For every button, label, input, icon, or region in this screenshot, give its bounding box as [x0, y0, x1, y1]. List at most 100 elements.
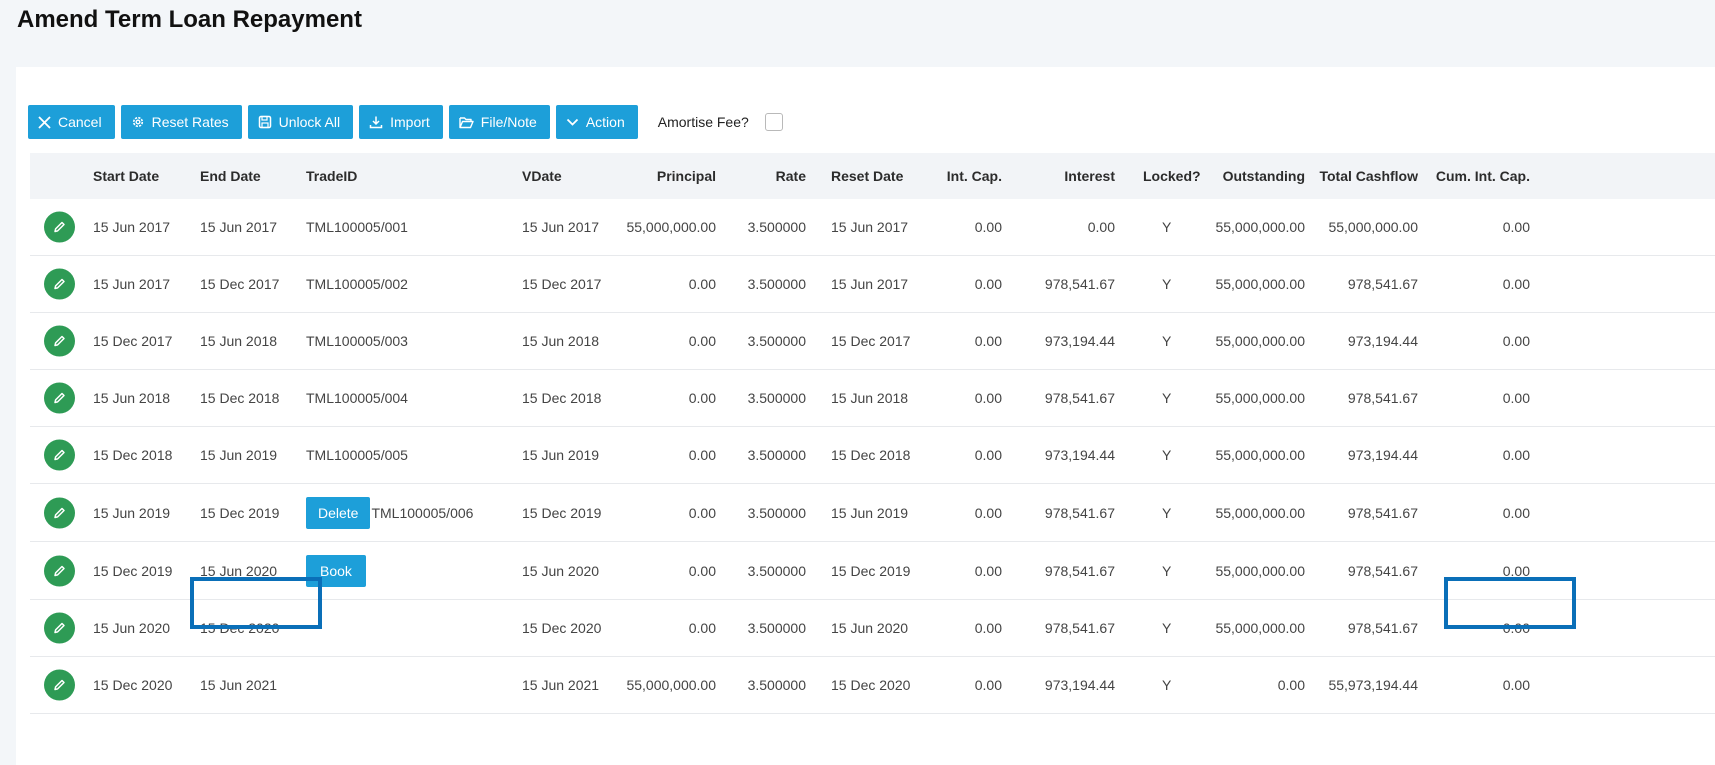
cell-reset-date: 15 Dec 2019 — [831, 562, 911, 579]
edit-row-button[interactable] — [44, 497, 75, 528]
cell-interest: 978,541.67 — [1044, 562, 1115, 579]
cell-int-cap: 0.00 — [974, 390, 1002, 406]
cell-vdate: 15 Jun 2020 — [522, 562, 600, 579]
column-header-principal[interactable]: Principal — [656, 168, 716, 184]
cancel-button[interactable]: Cancel — [28, 105, 115, 139]
cell-principal: 0.00 — [688, 333, 716, 349]
edit-row-button[interactable] — [44, 325, 75, 357]
amortise-fee-label: Amortise Fee? — [657, 114, 749, 130]
cell-total-cashflow: 978,541.67 — [1347, 562, 1418, 579]
cell-int-cap: 0.00 — [974, 333, 1002, 349]
cell-rate: 3.500000 — [747, 390, 806, 406]
cell-end-date: 15 Dec 2019 — [200, 504, 280, 521]
action-dropdown-button[interactable]: Action — [555, 105, 638, 139]
edit-row-button[interactable] — [44, 439, 75, 471]
cell-trade-id: TML100005/006 — [371, 504, 474, 521]
cell-total-cashflow: 973,194.44 — [1347, 447, 1418, 463]
table-row: 15 Jun 2020 15 Dec 2020 15 Dec 2020 0.00 3.5… — [30, 600, 1715, 657]
cell-start-date: 15 Jun 2017 — [93, 276, 171, 292]
cell-outstanding: 55,000,000.00 — [1215, 447, 1305, 463]
table-row: 15 Jun 2019 15 Dec 2019 15 Dec 2019 0.00 3.5… — [30, 484, 1715, 542]
edit-row-button[interactable] — [44, 669, 75, 701]
cell-locked: Y — [1162, 447, 1172, 463]
edit-row-button[interactable] — [44, 382, 75, 414]
cell-outstanding: 0.00 — [1277, 677, 1305, 693]
cancel-label: Cancel — [58, 114, 102, 130]
cell-locked: Y — [1162, 562, 1172, 579]
cell-interest: 0.00 — [1087, 219, 1115, 235]
cell-reset-date: 15 Jun 2018 — [831, 390, 909, 406]
edit-row-button[interactable] — [44, 612, 75, 644]
table-body: 15 Jun 2017 15 Jun 2017 15 Jun 2017 55,000,… — [30, 199, 1715, 714]
cell-rate: 3.500000 — [747, 333, 806, 349]
cell-vdate: 15 Dec 2018 — [522, 390, 602, 406]
cell-start-date: 15 Dec 2019 — [93, 562, 173, 579]
book-button[interactable]: Book — [306, 554, 366, 587]
cell-int-cap: 0.00 — [974, 219, 1002, 235]
amortise-fee-checkbox[interactable] — [764, 113, 783, 131]
cell-rate: 3.500000 — [747, 562, 806, 579]
cell-total-cashflow: 978,541.67 — [1347, 620, 1418, 636]
unlock-all-button[interactable]: Unlock All — [247, 105, 354, 139]
cell-vdate: 15 Dec 2017 — [522, 276, 602, 292]
edit-row-button[interactable] — [44, 211, 75, 243]
cell-cum-int-cap: 0.00 — [1502, 447, 1530, 463]
unlock-all-label: Unlock All — [278, 114, 341, 130]
pencil-icon — [54, 335, 65, 347]
edit-row-button[interactable] — [44, 555, 75, 586]
cell-locked: Y — [1162, 390, 1172, 406]
cell-principal: 55,000,000.00 — [626, 219, 716, 235]
cell-trade-id: TML100005/003 — [306, 333, 408, 349]
cell-rate: 3.500000 — [747, 276, 806, 292]
edit-row-button[interactable] — [44, 268, 75, 300]
cell-end-date: 15 Jun 2017 — [200, 219, 278, 235]
folder-open-icon — [459, 116, 474, 128]
cell-start-date: 15 Jun 2020 — [93, 620, 171, 636]
cell-locked: Y — [1162, 677, 1172, 693]
cell-principal: 0.00 — [688, 504, 716, 521]
column-header-cum-int-cap[interactable]: Cum. Int. Cap. — [1435, 168, 1530, 184]
reset-rates-button[interactable]: Reset Rates — [120, 105, 242, 139]
reset-rates-label: Reset Rates — [151, 114, 229, 130]
cell-vdate: 15 Dec 2019 — [522, 504, 602, 521]
cell-reset-date: 15 Dec 2018 — [831, 447, 911, 463]
gear-icon — [132, 116, 143, 128]
cell-interest: 978,541.67 — [1044, 504, 1115, 521]
column-header-int-cap[interactable]: Int. Cap. — [946, 168, 1002, 184]
cell-int-cap: 0.00 — [974, 447, 1002, 463]
chevron-down-icon — [566, 118, 578, 126]
file-note-button[interactable]: File/Note — [448, 105, 550, 139]
column-header-reset-date[interactable]: Reset Date — [831, 168, 904, 184]
cell-cum-int-cap: 0.00 — [1502, 677, 1530, 693]
cell-cum-int-cap: 0.00 — [1502, 562, 1530, 579]
cell-end-date: 15 Jun 2020 — [200, 562, 278, 579]
cell-rate: 3.500000 — [747, 219, 806, 235]
repayment-card: Cancel Reset Rates Unlock All Import Fil… — [16, 67, 1715, 765]
column-header-trade-id[interactable]: TradeID — [306, 168, 358, 184]
column-header-interest[interactable]: Interest — [1064, 168, 1115, 184]
column-header-rate[interactable]: Rate — [775, 168, 806, 184]
column-header-end-date[interactable]: End Date — [200, 168, 261, 184]
pencil-icon — [54, 449, 65, 461]
cell-vdate: 15 Jun 2021 — [522, 677, 600, 693]
column-header-vdate[interactable]: VDate — [522, 168, 562, 184]
table-row: 15 Dec 2018 15 Jun 2019 15 Jun 2019 0.00 3.5… — [30, 427, 1715, 484]
cell-int-cap: 0.00 — [974, 562, 1002, 579]
cell-total-cashflow: 55,000,000.00 — [1328, 219, 1418, 235]
column-header-total-cashflow[interactable]: Total Cashflow — [1319, 168, 1418, 184]
column-header-locked[interactable]: Locked? — [1143, 168, 1201, 184]
import-button[interactable]: Import — [359, 105, 443, 139]
cell-interest: 978,541.67 — [1044, 620, 1115, 636]
cell-end-date: 15 Jun 2019 — [200, 447, 278, 463]
column-header-outstanding[interactable]: Outstanding — [1222, 168, 1305, 184]
cell-reset-date: 15 Dec 2017 — [831, 333, 911, 349]
table-header: Start Date End Date TradeID VDate Princi… — [30, 153, 1715, 199]
cell-trade-id: TML100005/001 — [306, 219, 408, 235]
cell-locked: Y — [1162, 504, 1172, 521]
delete-button[interactable]: Delete — [306, 496, 371, 529]
import-label: Import — [390, 114, 430, 130]
column-header-start-date[interactable]: Start Date — [93, 168, 160, 184]
download-icon — [369, 116, 383, 129]
toolbar: Cancel Reset Rates Unlock All Import Fil… — [28, 105, 783, 139]
cell-cum-int-cap: 0.00 — [1502, 390, 1530, 406]
